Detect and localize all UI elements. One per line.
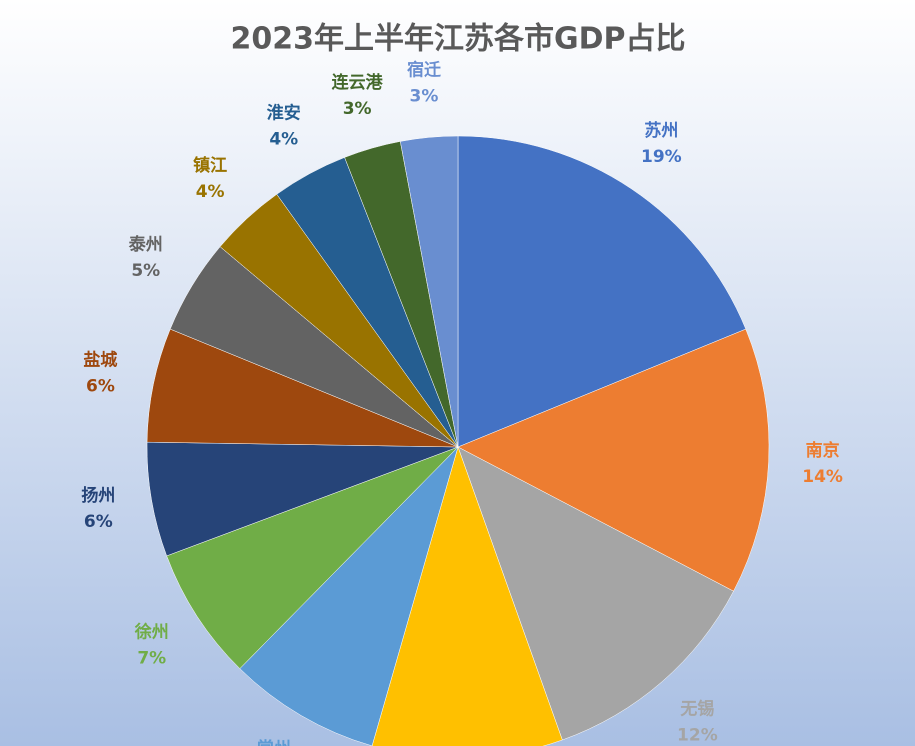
- category-label: 宿迁: [407, 60, 441, 81]
- value-label: 6%: [84, 512, 113, 532]
- value-label: 3%: [410, 87, 439, 107]
- value-label: 14%: [802, 467, 843, 487]
- value-label: 6%: [86, 377, 115, 397]
- value-label: 4%: [196, 182, 225, 202]
- value-label: 4%: [269, 129, 298, 149]
- pie-slice: [400, 135, 459, 448]
- pie-slice: [457, 446, 734, 741]
- category-label: 苏州: [644, 120, 678, 141]
- category-label: 常州: [257, 738, 291, 746]
- category-label: 南京: [806, 440, 840, 461]
- category-label: 无锡: [679, 699, 714, 720]
- pie-slice: [457, 135, 747, 448]
- category-label: 泰州: [129, 234, 163, 255]
- category-label: 扬州: [81, 485, 115, 506]
- category-label: 镇江: [193, 155, 227, 176]
- pie-slice: [371, 446, 563, 746]
- pie-slice: [166, 446, 459, 669]
- category-label: 连云港: [332, 72, 384, 93]
- value-label: 19%: [641, 147, 682, 167]
- value-label: 3%: [343, 99, 372, 119]
- category-label: 盐城: [83, 350, 117, 371]
- category-label: 徐州: [134, 622, 169, 643]
- value-label: 12%: [677, 726, 718, 746]
- value-label: 5%: [131, 261, 160, 281]
- pie-slice: [239, 446, 459, 746]
- chart-title: 2023年上半年江苏各市GDP占比: [230, 22, 685, 57]
- category-label: 淮安: [267, 102, 301, 123]
- value-label: 7%: [137, 649, 166, 669]
- pie-slice: [457, 328, 770, 592]
